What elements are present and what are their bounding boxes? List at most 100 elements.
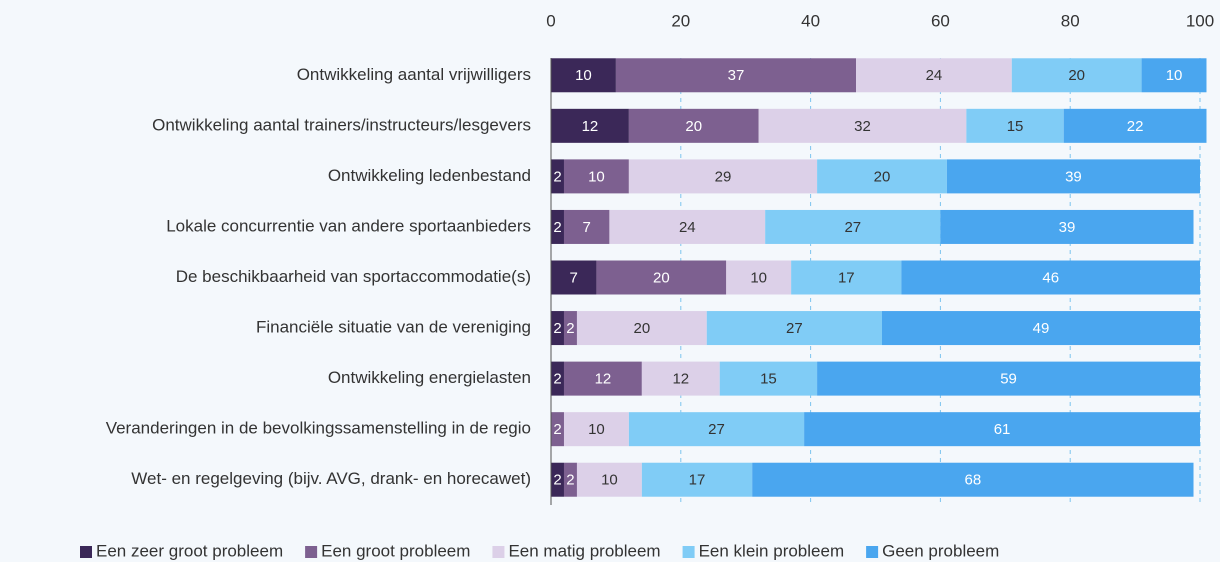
data-label: 20 [685, 118, 702, 135]
bar-segment [1063, 108, 1207, 143]
data-label: 37 [728, 67, 745, 84]
data-label: 24 [679, 219, 696, 236]
bar-segment [609, 209, 766, 244]
data-label: 2 [553, 219, 561, 236]
data-label: 24 [926, 67, 943, 84]
bar-segment [901, 260, 1200, 295]
data-label: 27 [786, 320, 803, 337]
data-label: 27 [844, 219, 861, 236]
bar-segment [752, 462, 1194, 497]
bar-segment [1011, 58, 1142, 93]
x-tick-label: 100 [1186, 11, 1214, 30]
y-tick-label: Wet- en regelgeving (bijv. AVG, drank- e… [131, 469, 531, 488]
data-label: 15 [760, 371, 777, 388]
legend-swatch [492, 546, 505, 558]
bar-segment [946, 159, 1200, 194]
data-label: 2 [566, 320, 574, 337]
bar-segment [596, 260, 727, 295]
bar-segment [628, 412, 805, 447]
bar-segment [563, 361, 642, 396]
bar-segment [791, 260, 902, 295]
data-label: 10 [588, 421, 605, 438]
data-label: 10 [601, 472, 618, 489]
data-label: 49 [1033, 320, 1050, 337]
x-tick-label: 40 [801, 11, 820, 30]
y-tick-label: De beschikbaarheid van sportaccommodatie… [176, 267, 531, 286]
x-tick-label: 60 [931, 11, 950, 30]
bar-segment [804, 412, 1200, 447]
bar-segment [856, 58, 1012, 93]
bar-segment [563, 311, 577, 346]
data-label: 10 [750, 269, 767, 286]
data-label: 20 [634, 320, 651, 337]
legend-swatch [866, 546, 879, 558]
data-label: 20 [874, 168, 891, 185]
bar-segment [706, 311, 882, 346]
data-label: 17 [689, 472, 706, 489]
y-tick-label: Ontwikkeling ledenbestand [328, 166, 531, 185]
legend-swatch [305, 546, 318, 558]
bar-segment [551, 58, 616, 93]
bar-segment [615, 58, 857, 93]
data-label: 2 [553, 168, 561, 185]
data-label: 15 [1007, 118, 1024, 135]
y-tick-label: Lokale concurrentie van andere sportaanb… [166, 216, 531, 235]
bar-segment [628, 108, 759, 143]
bar-segment [563, 209, 610, 244]
bar-segment [628, 159, 818, 194]
bar-segment [551, 108, 629, 143]
data-label: 68 [965, 472, 982, 489]
bar-segment [551, 260, 597, 295]
legend-label: Een zeer groot probleem [96, 541, 283, 560]
data-label: 10 [575, 67, 592, 84]
bar-segment [817, 159, 947, 194]
data-label: 20 [653, 269, 670, 286]
x-tick-label: 0 [546, 11, 555, 30]
bar-segment [641, 462, 753, 497]
bar-segment [576, 462, 642, 497]
legend-label: Een groot probleem [321, 541, 470, 560]
data-label: 10 [588, 168, 605, 185]
bar-segment [551, 361, 564, 396]
bar-segment [563, 412, 629, 447]
legend-label: Geen probleem [882, 541, 999, 560]
bar-segment [719, 361, 818, 396]
data-label: 39 [1059, 219, 1076, 236]
data-label: 2 [553, 421, 561, 438]
data-label: 27 [708, 421, 725, 438]
bar-segment [563, 462, 577, 497]
data-label: 12 [582, 118, 599, 135]
bar-segment [551, 209, 564, 244]
bar-segment [1141, 58, 1207, 93]
y-tick-label: Financiële situatie van de vereniging [256, 318, 531, 337]
data-label: 2 [553, 320, 561, 337]
data-label: 2 [566, 472, 574, 489]
data-label: 20 [1068, 67, 1085, 84]
bar-segment [726, 260, 792, 295]
data-label: 2 [553, 371, 561, 388]
data-label: 7 [570, 269, 578, 286]
bar-segment [563, 159, 629, 194]
legend-label: Een matig probleem [508, 541, 660, 560]
x-tick-label: 20 [671, 11, 690, 30]
x-tick-label: 80 [1061, 11, 1080, 30]
bar-segment [881, 311, 1200, 346]
bar-segment [551, 462, 564, 497]
data-label: 12 [672, 371, 689, 388]
data-label: 10 [1166, 67, 1183, 84]
legend-swatch [682, 546, 695, 558]
y-tick-label: Veranderingen in de bevolkingssamenstell… [106, 419, 531, 438]
bar-segment [641, 361, 720, 396]
data-label: 22 [1127, 118, 1144, 135]
legend-swatch [80, 546, 92, 558]
bar-segment [758, 108, 967, 143]
data-label: 29 [715, 168, 732, 185]
data-label: 12 [595, 371, 612, 388]
y-tick-label: Ontwikkeling aantal trainers/instructeur… [152, 115, 531, 134]
data-label: 46 [1042, 269, 1059, 286]
data-label: 2 [553, 472, 561, 489]
data-label: 7 [583, 219, 591, 236]
data-label: 39 [1065, 168, 1082, 185]
y-tick-label: Ontwikkeling energielasten [328, 368, 531, 387]
